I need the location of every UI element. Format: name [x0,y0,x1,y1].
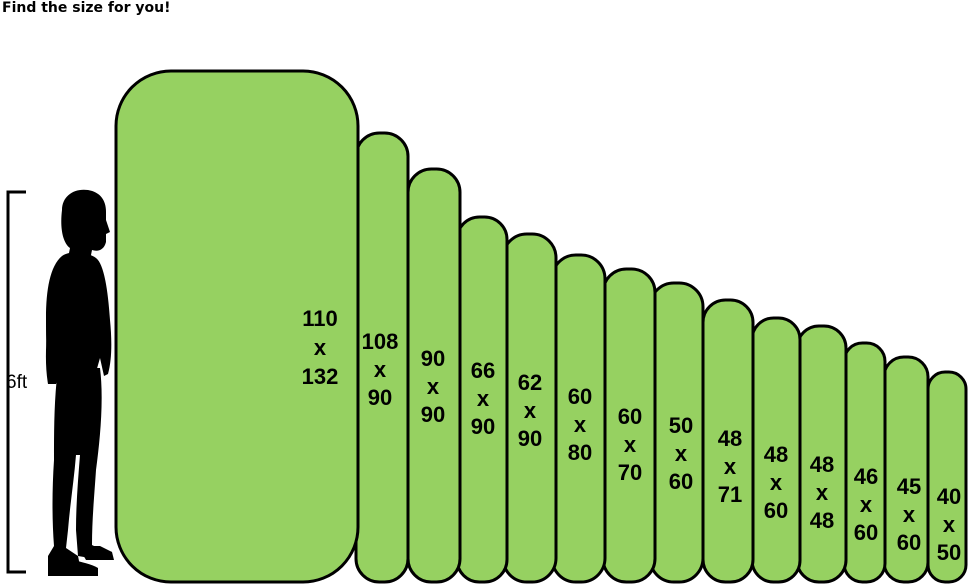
panel-height-label: 71 [718,482,742,507]
panel-height-label: 60 [854,520,878,545]
panel-x-label: x [574,412,587,437]
panel-width-label: 45 [897,474,921,499]
panel-height-label: 60 [764,498,788,523]
panel-height-label: 50 [937,540,961,565]
panel-height-label: 48 [810,508,834,533]
panel-x-label: x [860,492,873,517]
panel-width-label: 62 [518,370,542,395]
height-label: 6ft [6,372,28,393]
panel-width-label: 60 [618,404,642,429]
size-panel [842,341,887,584]
panel-height-label: 90 [368,385,392,410]
panel-x-label: x [770,470,783,495]
panel-x-label: x [314,335,327,360]
panel-x-label: x [524,398,537,423]
person-silhouette [45,189,114,576]
panel-x-label: x [427,374,440,399]
panel-width-label: 48 [810,452,834,477]
panel-width-label: 48 [764,442,788,467]
height-bracket: 6ft [6,190,28,574]
panel-width-label: 66 [471,358,495,383]
panel-width-label: 60 [568,384,592,409]
panel-width-label: 110 [302,306,338,331]
panel-height-label: 70 [618,460,642,485]
panel-x-label: x [374,357,387,382]
panel-x-label: x [816,480,829,505]
panel-height-label: 60 [897,530,921,555]
panel-width-label: 46 [854,464,878,489]
panel-x-label: x [724,454,737,479]
panel-width-label: 48 [718,426,742,451]
panel-x-label: x [477,386,490,411]
heading: Find the size for you! [2,0,171,16]
panel-height-label: 90 [471,414,495,439]
panel-width-label: 50 [669,413,693,438]
panel-height-label: 90 [421,402,445,427]
size-panel [114,69,360,584]
panel-height-label: 90 [518,426,542,451]
panel-x-label: x [624,432,637,457]
panel-height-label: 80 [568,440,592,465]
panel-x-label: x [943,512,956,537]
panel-group: 110 x 132 108 x 90 90 x 90 66 x 90 62 x 90 60 x 80 60 x 70 50… [114,69,968,584]
panel-width-label: 90 [421,346,445,371]
panel-x-label: x [903,502,916,527]
panel-height-label: 60 [669,469,693,494]
panel-width-label: 40 [937,484,961,509]
panel-x-label: x [675,441,688,466]
panel-width-label: 108 [362,329,399,354]
panel-height-label: 132 [302,364,339,389]
